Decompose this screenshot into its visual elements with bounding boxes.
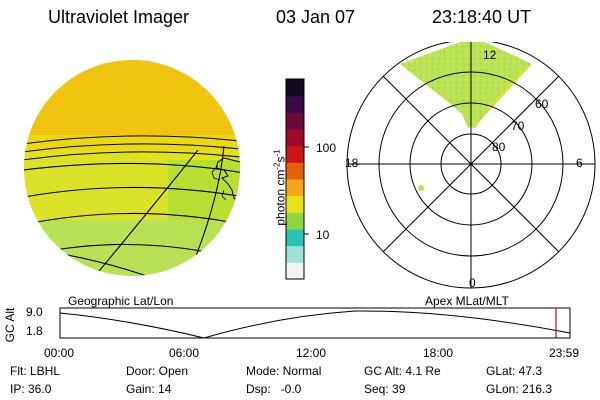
status-gain: Gain: 14: [126, 382, 172, 396]
colorbar: [285, 78, 309, 280]
colorbar-stripe: [286, 129, 304, 147]
colorbar-label-base: photon cm: [273, 169, 288, 226]
altitude-timeline: [59, 307, 571, 339]
colorbar-tick-10: 10: [316, 228, 330, 242]
gc-alt-max: 9.0: [26, 305, 43, 319]
aurora-spot: [418, 185, 424, 191]
mlt-label-0: 0: [469, 276, 476, 290]
time-tick-0000: 00:00: [44, 346, 75, 360]
time-tick-1200: 12:00: [296, 346, 327, 360]
aurora-spot: [471, 122, 477, 128]
polar-plot: [346, 42, 596, 289]
colorbar-stripe: [286, 162, 304, 180]
status-filter: Flt: LBHL: [10, 364, 61, 378]
earth-disk: [24, 60, 240, 276]
observation-date: 03 Jan 07: [276, 7, 356, 27]
status-seq: Seq: 39: [364, 382, 406, 396]
colorbar-label-mid: s: [273, 156, 288, 163]
mlt-label-18: 18: [345, 156, 359, 170]
colorbar-label-sup1: -2: [272, 162, 282, 170]
colorbar-tick-100: 100: [316, 141, 337, 155]
polar-caption: Apex MLat/MLT: [425, 294, 509, 308]
mlat-label-70: 70: [511, 119, 525, 133]
polar-grid: [346, 42, 596, 289]
status-gc-alt: GC Alt: 4.1 Re: [364, 364, 441, 378]
observation-time: 23:18:40 UT: [432, 7, 532, 27]
gc-alt-axis-label: GC Alt: [0, 296, 20, 356]
mlat-label-60: 60: [535, 97, 549, 111]
instrument-title: Ultraviolet Imager: [48, 7, 190, 27]
colorbar-label: photon cm-2s-1: [273, 128, 288, 248]
colorbar-label-sup2: -1: [272, 149, 282, 157]
status-ip: IP: 36.0: [10, 382, 52, 396]
status-mode: Mode: Normal: [246, 364, 322, 378]
gc-alt-min: 1.8: [26, 324, 43, 338]
colorbar-stripe: [286, 195, 304, 213]
status-glon: GLon: 216.3: [486, 382, 553, 396]
time-tick-0600: 06:00: [169, 346, 200, 360]
colorbar-stripe: [286, 262, 304, 280]
colorbar-stripe: [286, 112, 304, 130]
colorbar-stripe: [286, 95, 304, 113]
status-glat: GLat: 47.3: [486, 364, 543, 378]
geographic-caption: Geographic Lat/Lon: [68, 294, 174, 308]
colorbar-stripe: [286, 145, 304, 163]
colorbar-stripe: [286, 179, 304, 197]
mlt-label-12: 12: [483, 48, 497, 62]
mlat-label-80: 80: [492, 140, 506, 154]
colorbar-stripe: [286, 212, 304, 230]
colorbar-stripe: [286, 229, 304, 247]
mlt-label-6: 6: [576, 156, 583, 170]
geographic-image: [24, 60, 240, 276]
status-dsp: Dsp: -0.0: [246, 382, 302, 396]
polar-emission: [400, 42, 532, 128]
colorbar-stripe: [286, 245, 304, 263]
time-tick-1800: 18:00: [423, 346, 454, 360]
status-door: Door: Open: [126, 364, 189, 378]
time-tick-2359: 23:59: [549, 346, 580, 360]
gc-alt-axis-text: GC Alt: [3, 307, 17, 343]
coastline: [215, 157, 240, 276]
colorbar-stripe: [286, 79, 304, 97]
altitude-curve: [59, 310, 571, 339]
